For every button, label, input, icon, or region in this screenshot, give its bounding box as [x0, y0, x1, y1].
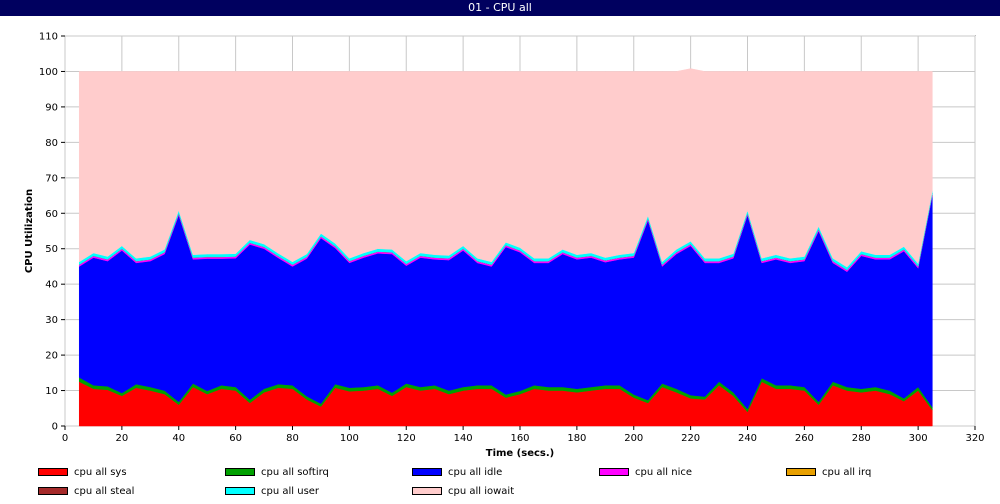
x-tick-label: 40 — [172, 433, 185, 444]
x-tick-label: 100 — [340, 433, 359, 444]
x-tick-label: 260 — [795, 433, 814, 444]
x-axis-label: Time (secs.) — [486, 448, 555, 459]
legend-label: cpu all idle — [448, 466, 503, 478]
legend-label: cpu all irq — [822, 466, 872, 478]
legend-swatch — [412, 468, 442, 476]
y-tick-label: 20 — [45, 351, 58, 362]
legend-item: cpu all softirq — [225, 465, 329, 479]
y-tick-label: 10 — [45, 386, 58, 397]
legend-item: cpu all user — [225, 484, 319, 498]
legend-label: cpu all nice — [635, 466, 692, 478]
legend-swatch — [599, 468, 629, 476]
y-tick-label: 70 — [45, 173, 58, 184]
legend-label: cpu all iowait — [448, 485, 515, 497]
legend-label: cpu all user — [261, 485, 320, 497]
axes: 0 20 40 60 80 100 120 140 160 180 200 220 240 260 280 3… — [39, 32, 985, 445]
legend-item: cpu all nice — [599, 465, 692, 479]
legend-swatch — [38, 468, 68, 476]
y-tick-label: 90 — [45, 102, 58, 113]
x-tick-label: 320 — [965, 433, 984, 444]
x-tick-label: 160 — [510, 433, 529, 444]
legend-item: cpu all idle — [412, 465, 502, 479]
y-tick-label: 110 — [39, 32, 58, 43]
x-tick-label: 60 — [229, 433, 242, 444]
x-tick-label: 0 — [62, 433, 68, 444]
legend-item: cpu all iowait — [412, 484, 514, 498]
x-tick-label: 280 — [852, 433, 871, 444]
legend-swatch — [225, 487, 255, 495]
x-tick-label: 120 — [397, 433, 416, 444]
x-tick-label: 240 — [738, 433, 757, 444]
y-tick-label: 40 — [45, 280, 58, 291]
legend-swatch — [412, 487, 442, 495]
x-tick-label: 20 — [116, 433, 129, 444]
x-tick-label: 180 — [567, 433, 586, 444]
x-tick-label: 300 — [909, 433, 928, 444]
legend: cpu all sys cpu all softirq cpu all idle cp… — [0, 463, 1000, 504]
legend-swatch — [225, 468, 255, 476]
x-tick-label: 140 — [454, 433, 473, 444]
legend-label: cpu all softirq — [261, 466, 329, 478]
x-tick-label: 200 — [624, 433, 643, 444]
y-axis-label: CPU Utilization — [24, 189, 35, 273]
x-tick-label: 220 — [681, 433, 700, 444]
legend-item: cpu all sys — [38, 465, 127, 479]
y-tick-label: 50 — [45, 244, 58, 255]
area-series — [78, 68, 933, 427]
y-tick-label: 30 — [45, 315, 58, 326]
legend-swatch — [38, 487, 68, 495]
legend-item: cpu all steal — [38, 484, 134, 498]
y-tick-label: 80 — [45, 138, 58, 149]
y-tick-label: 60 — [45, 209, 58, 220]
y-tick-label: 100 — [39, 67, 58, 78]
legend-item: cpu all irq — [786, 465, 871, 479]
cpu-chart: 0 20 40 60 80 100 120 140 160 180 200 220 240 260 280 3… — [24, 32, 985, 460]
area-cpu-all-iowait — [78, 68, 933, 268]
y-tick-label: 0 — [52, 422, 58, 433]
x-tick-label: 80 — [286, 433, 299, 444]
legend-swatch — [786, 468, 816, 476]
window-title: 01 - CPU all — [0, 0, 1000, 16]
legend-label: cpu all steal — [74, 485, 135, 497]
legend-label: cpu all sys — [74, 466, 127, 478]
